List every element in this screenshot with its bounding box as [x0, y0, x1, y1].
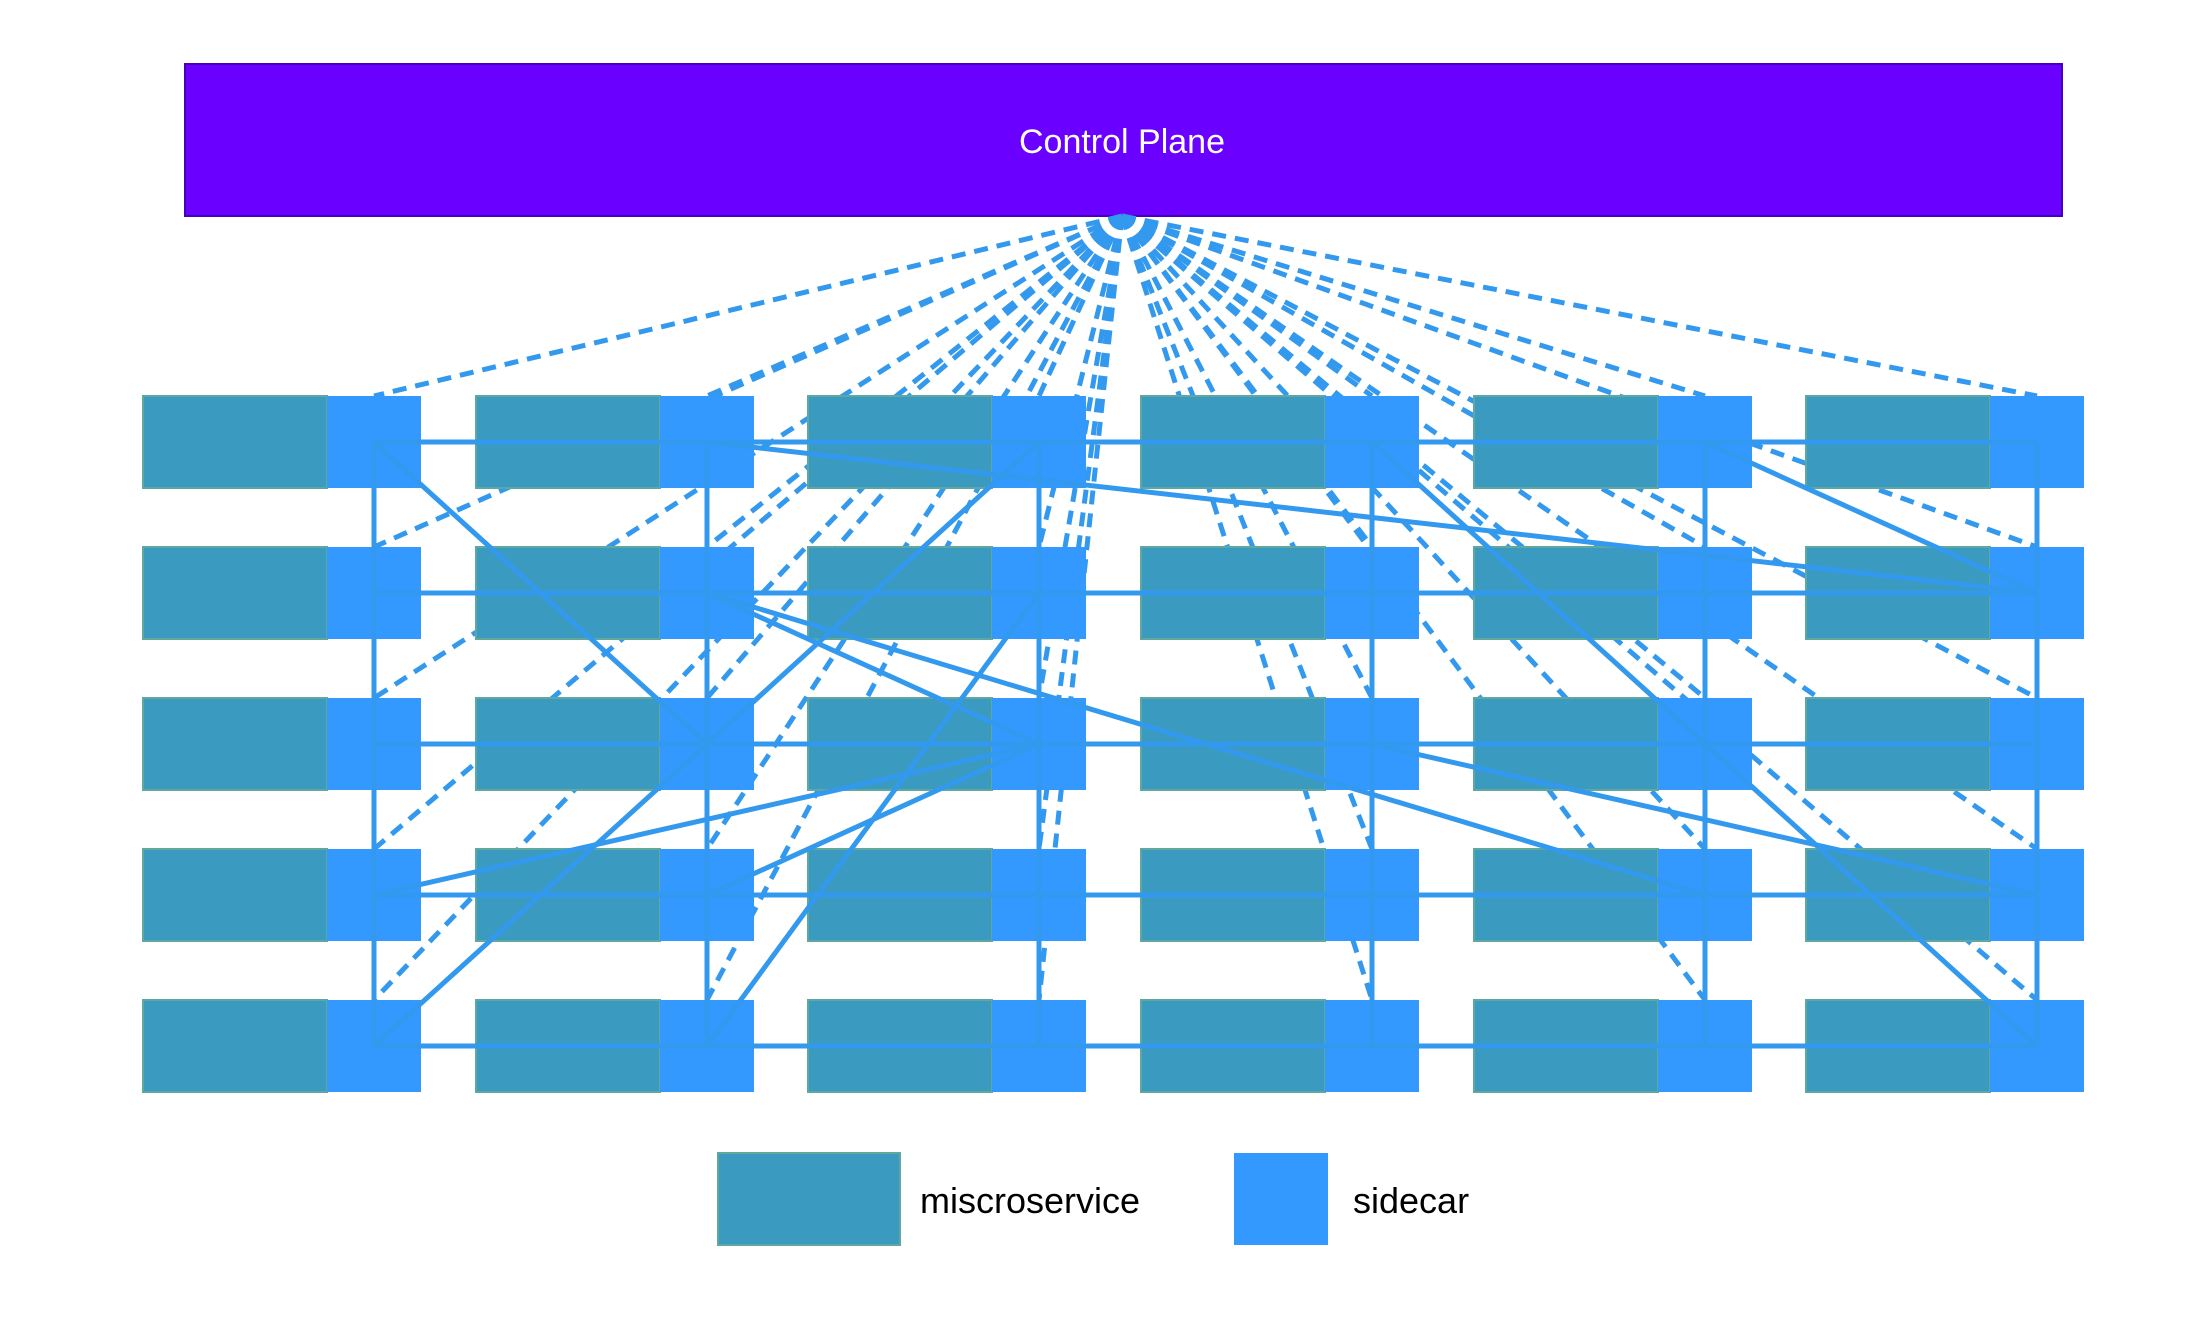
mesh-link — [705, 590, 1041, 747]
control-plane-link — [1036, 215, 1125, 699]
control-plane-link — [705, 214, 1124, 549]
legend-microservice-swatch — [717, 1152, 901, 1246]
microservice-box — [142, 848, 328, 942]
control-plane-label: Control Plane — [1019, 123, 1225, 161]
control-plane-link — [1121, 213, 2038, 550]
control-plane-link — [1121, 213, 2038, 399]
control-plane-link — [1121, 213, 1706, 399]
mesh-link — [704, 591, 1042, 1048]
microservice-box — [142, 395, 328, 489]
mesh-links — [371, 439, 2040, 1049]
control-plane-link — [373, 213, 1123, 399]
legend: miscroservice sidecar — [717, 1152, 1469, 1246]
control-plane-link — [706, 213, 1123, 399]
service-node — [142, 546, 421, 640]
mesh-link — [706, 590, 1706, 898]
mesh-link — [1370, 440, 1707, 746]
mesh-link — [373, 741, 1040, 898]
legend-sidecar-swatch — [1234, 1153, 1328, 1245]
control-plane-link — [1120, 213, 1707, 550]
mesh-link — [1703, 742, 2039, 1048]
mesh-link — [1371, 741, 2038, 898]
mesh-link — [706, 439, 2038, 596]
mesh-link — [372, 440, 709, 746]
control-plane-box — [184, 63, 2063, 217]
legend-microservice-label: miscroservice — [920, 1180, 1140, 1221]
mesh-link — [1703, 439, 2039, 596]
service-node — [142, 697, 421, 791]
mesh-link — [372, 742, 709, 1048]
mesh-link — [705, 440, 1041, 746]
microservice-box — [142, 546, 328, 640]
control-plane-link — [705, 214, 1124, 700]
microservice-box — [142, 999, 328, 1093]
control-plane-link — [372, 213, 1124, 550]
legend-sidecar-label: sidecar — [1353, 1180, 1469, 1221]
microservice-box — [142, 697, 328, 791]
control-plane-link — [1036, 215, 1125, 548]
